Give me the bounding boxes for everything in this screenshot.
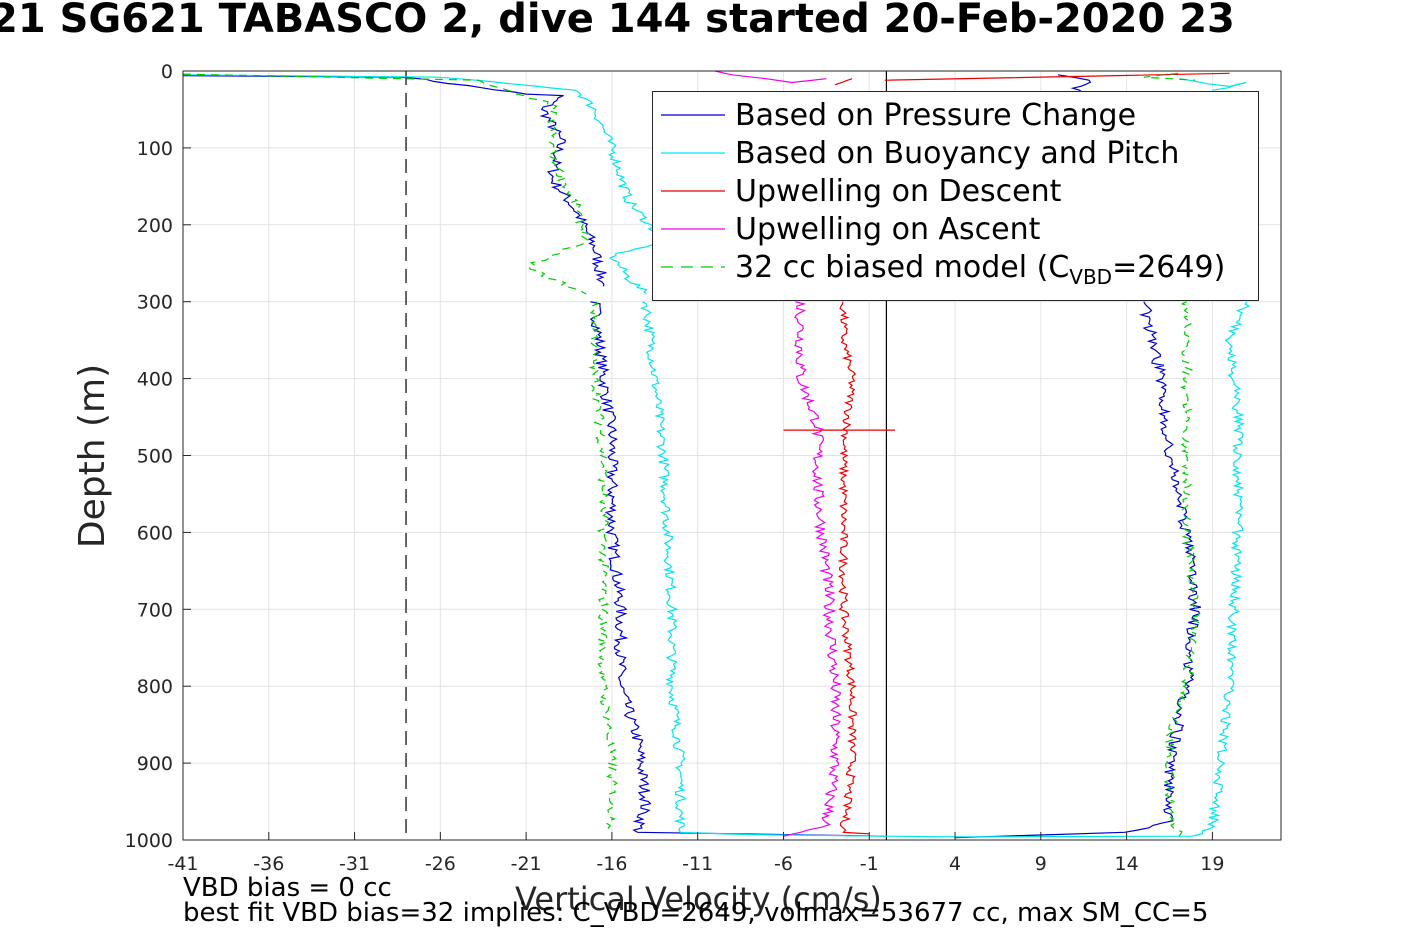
y-tick-label: 500 [137, 446, 173, 468]
legend: Based on Pressure Change Based on Buoyan… [652, 91, 1259, 301]
series-line-0-segment-0 [182, 75, 607, 287]
series-line-4-segment-2 [1163, 301, 1200, 837]
legend-label-model-sub: VBD [1069, 265, 1113, 289]
x-axis-label: Vertical Velocity (cm/s) [515, 880, 882, 918]
series-line-1-segment-2 [749, 301, 1251, 838]
x-tick-label: -6 [774, 853, 793, 875]
x-tick-label: 9 [1035, 853, 1047, 875]
series-line-3-segment-0 [783, 301, 843, 837]
chart-title: 21 SG621 TABASCO 2, dive 144 started 20-… [0, 0, 1235, 42]
series-line-1-segment-1 [640, 301, 750, 836]
y-tick-label: 300 [137, 292, 173, 314]
vbd-bias-note: VBD bias = 0 cc [183, 873, 392, 903]
data-series [182, 70, 1251, 839]
series-line-3-segment-1 [714, 70, 827, 84]
legend-swatch-descent [661, 190, 725, 192]
series-line-0-segment-1 [589, 301, 887, 837]
legend-label-buoyancy: Based on Buoyancy and Pitch [735, 136, 1180, 171]
best-fit-note: best fit VBD bias=32 implies: C_VBD=2649… [183, 898, 1209, 928]
legend-swatch-model [661, 266, 725, 268]
y-tick-label: 600 [137, 522, 173, 544]
legend-label-model: 32 cc biased model (CVBD=2649) [735, 250, 1225, 289]
x-tick-label: 4 [949, 853, 961, 875]
legend-label-model-tail: =2649) [1112, 250, 1226, 285]
series-line-2-segment-3 [834, 78, 853, 86]
series-line-4-segment-1 [588, 301, 619, 833]
legend-swatch-pressure [661, 114, 725, 116]
y-tick-label: 700 [137, 599, 173, 621]
y-tick-label: 200 [137, 215, 173, 237]
series-line-1-segment-0 [182, 74, 666, 295]
series-line-4-segment-0 [182, 73, 591, 295]
series-line-1-segment-3 [1180, 78, 1247, 91]
legend-label-model-main: 32 cc biased model (C [735, 250, 1070, 285]
y-tick-label: 1000 [125, 830, 173, 852]
x-tick-label: -41 [167, 853, 198, 875]
legend-swatch-ascent [661, 228, 725, 230]
legend-label-pressure: Based on Pressure Change [735, 98, 1137, 133]
legend-swatch-buoyancy [661, 152, 725, 154]
x-tick-label: -16 [596, 853, 627, 875]
x-tick-label: -1 [860, 853, 879, 875]
x-tick-label: 19 [1200, 853, 1224, 875]
y-tick-label: 0 [161, 61, 173, 83]
series-line-4-segment-3 [1143, 72, 1196, 81]
series-line-0-segment-2 [954, 301, 1202, 839]
x-tick-label: -31 [339, 853, 370, 875]
x-tick-label: -36 [253, 853, 284, 875]
y-tick-label: 100 [137, 138, 173, 160]
axis-ticks: -41 -36 -31 -26 -21 -16 -11 -6 -1 4 9 14 19 0 100 200 30… [125, 61, 1225, 875]
y-tick-label: 800 [137, 676, 173, 698]
y-axis-label: Depth (m) [72, 364, 113, 548]
x-tick-label: -21 [511, 853, 542, 875]
legend-label-ascent: Upwelling on Ascent [735, 212, 1041, 247]
x-tick-label: -11 [682, 853, 713, 875]
series-line-2-segment-0 [837, 301, 870, 835]
x-tick-label: -26 [425, 853, 456, 875]
y-tick-label: 900 [137, 753, 173, 775]
legend-label-descent: Upwelling on Descent [735, 174, 1062, 209]
y-tick-label: 400 [137, 369, 173, 391]
x-tick-label: 14 [1115, 853, 1139, 875]
series-line-2-segment-2 [884, 72, 1230, 81]
